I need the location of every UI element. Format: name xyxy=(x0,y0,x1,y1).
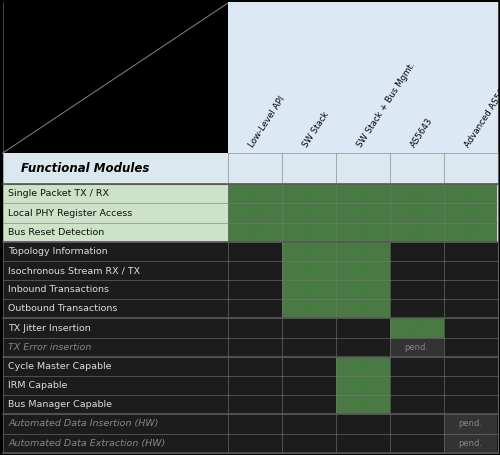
Bar xyxy=(336,184,390,203)
Text: ✓: ✓ xyxy=(358,187,368,200)
Text: ✓: ✓ xyxy=(304,245,314,258)
Bar xyxy=(2,376,498,395)
Bar xyxy=(444,203,498,222)
Bar xyxy=(282,203,336,222)
Bar xyxy=(2,299,498,318)
Bar xyxy=(2,357,498,376)
Text: pend.: pend. xyxy=(458,439,482,448)
Bar xyxy=(2,203,498,222)
Text: TX Error insertion: TX Error insertion xyxy=(8,343,92,352)
Bar xyxy=(282,280,336,299)
Text: Bus Reset Detection: Bus Reset Detection xyxy=(8,228,105,237)
Text: ✓: ✓ xyxy=(466,226,476,239)
Text: Isochronous Stream RX / TX: Isochronous Stream RX / TX xyxy=(8,266,140,275)
Text: ✓: ✓ xyxy=(304,207,314,219)
Text: TX Jitter Insertion: TX Jitter Insertion xyxy=(8,324,91,333)
Text: ✓: ✓ xyxy=(358,264,368,277)
Bar xyxy=(282,222,336,242)
Text: ✓: ✓ xyxy=(304,187,314,200)
Text: Bus Manager Capable: Bus Manager Capable xyxy=(8,400,113,410)
Text: ✓: ✓ xyxy=(358,207,368,219)
Bar xyxy=(282,184,336,203)
Text: pend.: pend. xyxy=(458,420,482,429)
Bar xyxy=(2,415,498,434)
Bar xyxy=(282,242,336,261)
Text: ✓: ✓ xyxy=(466,207,476,219)
Bar xyxy=(390,203,444,222)
Bar xyxy=(2,395,498,415)
Text: ✓: ✓ xyxy=(412,207,422,219)
Bar xyxy=(336,222,390,242)
Text: ✓: ✓ xyxy=(304,264,314,277)
Bar xyxy=(2,261,498,280)
Text: ✓: ✓ xyxy=(304,303,314,315)
Bar xyxy=(2,222,498,242)
Text: ✓: ✓ xyxy=(358,379,368,392)
Bar xyxy=(2,280,498,299)
Bar xyxy=(336,242,390,261)
Text: ✓: ✓ xyxy=(358,283,368,296)
Bar xyxy=(2,153,498,184)
Bar xyxy=(336,280,390,299)
Text: Automated Data Extraction (HW): Automated Data Extraction (HW) xyxy=(8,439,166,448)
Text: ✓: ✓ xyxy=(412,322,422,334)
Text: Outbound Transactions: Outbound Transactions xyxy=(8,304,118,313)
Bar xyxy=(2,434,498,453)
Bar xyxy=(444,415,498,434)
Bar xyxy=(390,184,444,203)
Bar xyxy=(228,2,498,153)
Text: Topology Information: Topology Information xyxy=(8,247,108,256)
Text: Profiles: Profiles xyxy=(136,86,175,136)
Text: Functional Modules: Functional Modules xyxy=(20,162,149,175)
Text: ✓: ✓ xyxy=(466,187,476,200)
Text: Low-Level API: Low-Level API xyxy=(247,94,287,149)
Bar xyxy=(228,184,281,203)
Bar xyxy=(336,395,390,415)
Bar xyxy=(228,222,281,242)
Bar xyxy=(336,357,390,376)
Bar xyxy=(444,184,498,203)
Text: Advanced AS5643: Advanced AS5643 xyxy=(463,77,500,149)
Bar xyxy=(390,222,444,242)
Bar xyxy=(282,299,336,318)
Text: ✓: ✓ xyxy=(358,226,368,239)
Text: pend.: pend. xyxy=(404,343,428,352)
Bar xyxy=(444,434,498,453)
Bar xyxy=(282,261,336,280)
Text: Automated Data Insertion (HW): Automated Data Insertion (HW) xyxy=(8,420,159,429)
Bar xyxy=(390,338,444,357)
Text: ✓: ✓ xyxy=(412,226,422,239)
Text: ✓: ✓ xyxy=(304,283,314,296)
Bar xyxy=(2,184,498,203)
Text: SW Stack: SW Stack xyxy=(301,110,331,149)
Bar xyxy=(336,203,390,222)
Text: ✓: ✓ xyxy=(250,226,260,239)
Bar xyxy=(228,203,281,222)
Text: ✓: ✓ xyxy=(358,245,368,258)
Text: ✓: ✓ xyxy=(250,207,260,219)
Text: SW Stack + Bus Mgmt.: SW Stack + Bus Mgmt. xyxy=(355,60,417,149)
Bar xyxy=(336,261,390,280)
Text: Inbound Transactions: Inbound Transactions xyxy=(8,285,110,294)
Text: Cycle Master Capable: Cycle Master Capable xyxy=(8,362,112,371)
Text: AS5643: AS5643 xyxy=(409,116,434,149)
Bar xyxy=(2,318,498,338)
Text: ✓: ✓ xyxy=(358,398,368,411)
Bar xyxy=(336,299,390,318)
Bar xyxy=(2,242,498,261)
Text: ✓: ✓ xyxy=(358,303,368,315)
Text: Local PHY Register Access: Local PHY Register Access xyxy=(8,208,133,217)
Text: Single Packet TX / RX: Single Packet TX / RX xyxy=(8,189,110,198)
Bar xyxy=(336,376,390,395)
Bar xyxy=(444,222,498,242)
Text: ✓: ✓ xyxy=(412,187,422,200)
Bar xyxy=(2,338,498,357)
Text: IRM Capable: IRM Capable xyxy=(8,381,68,390)
Text: ✓: ✓ xyxy=(250,187,260,200)
Text: ✓: ✓ xyxy=(304,226,314,239)
Text: ✓: ✓ xyxy=(358,360,368,373)
Bar xyxy=(390,318,444,338)
